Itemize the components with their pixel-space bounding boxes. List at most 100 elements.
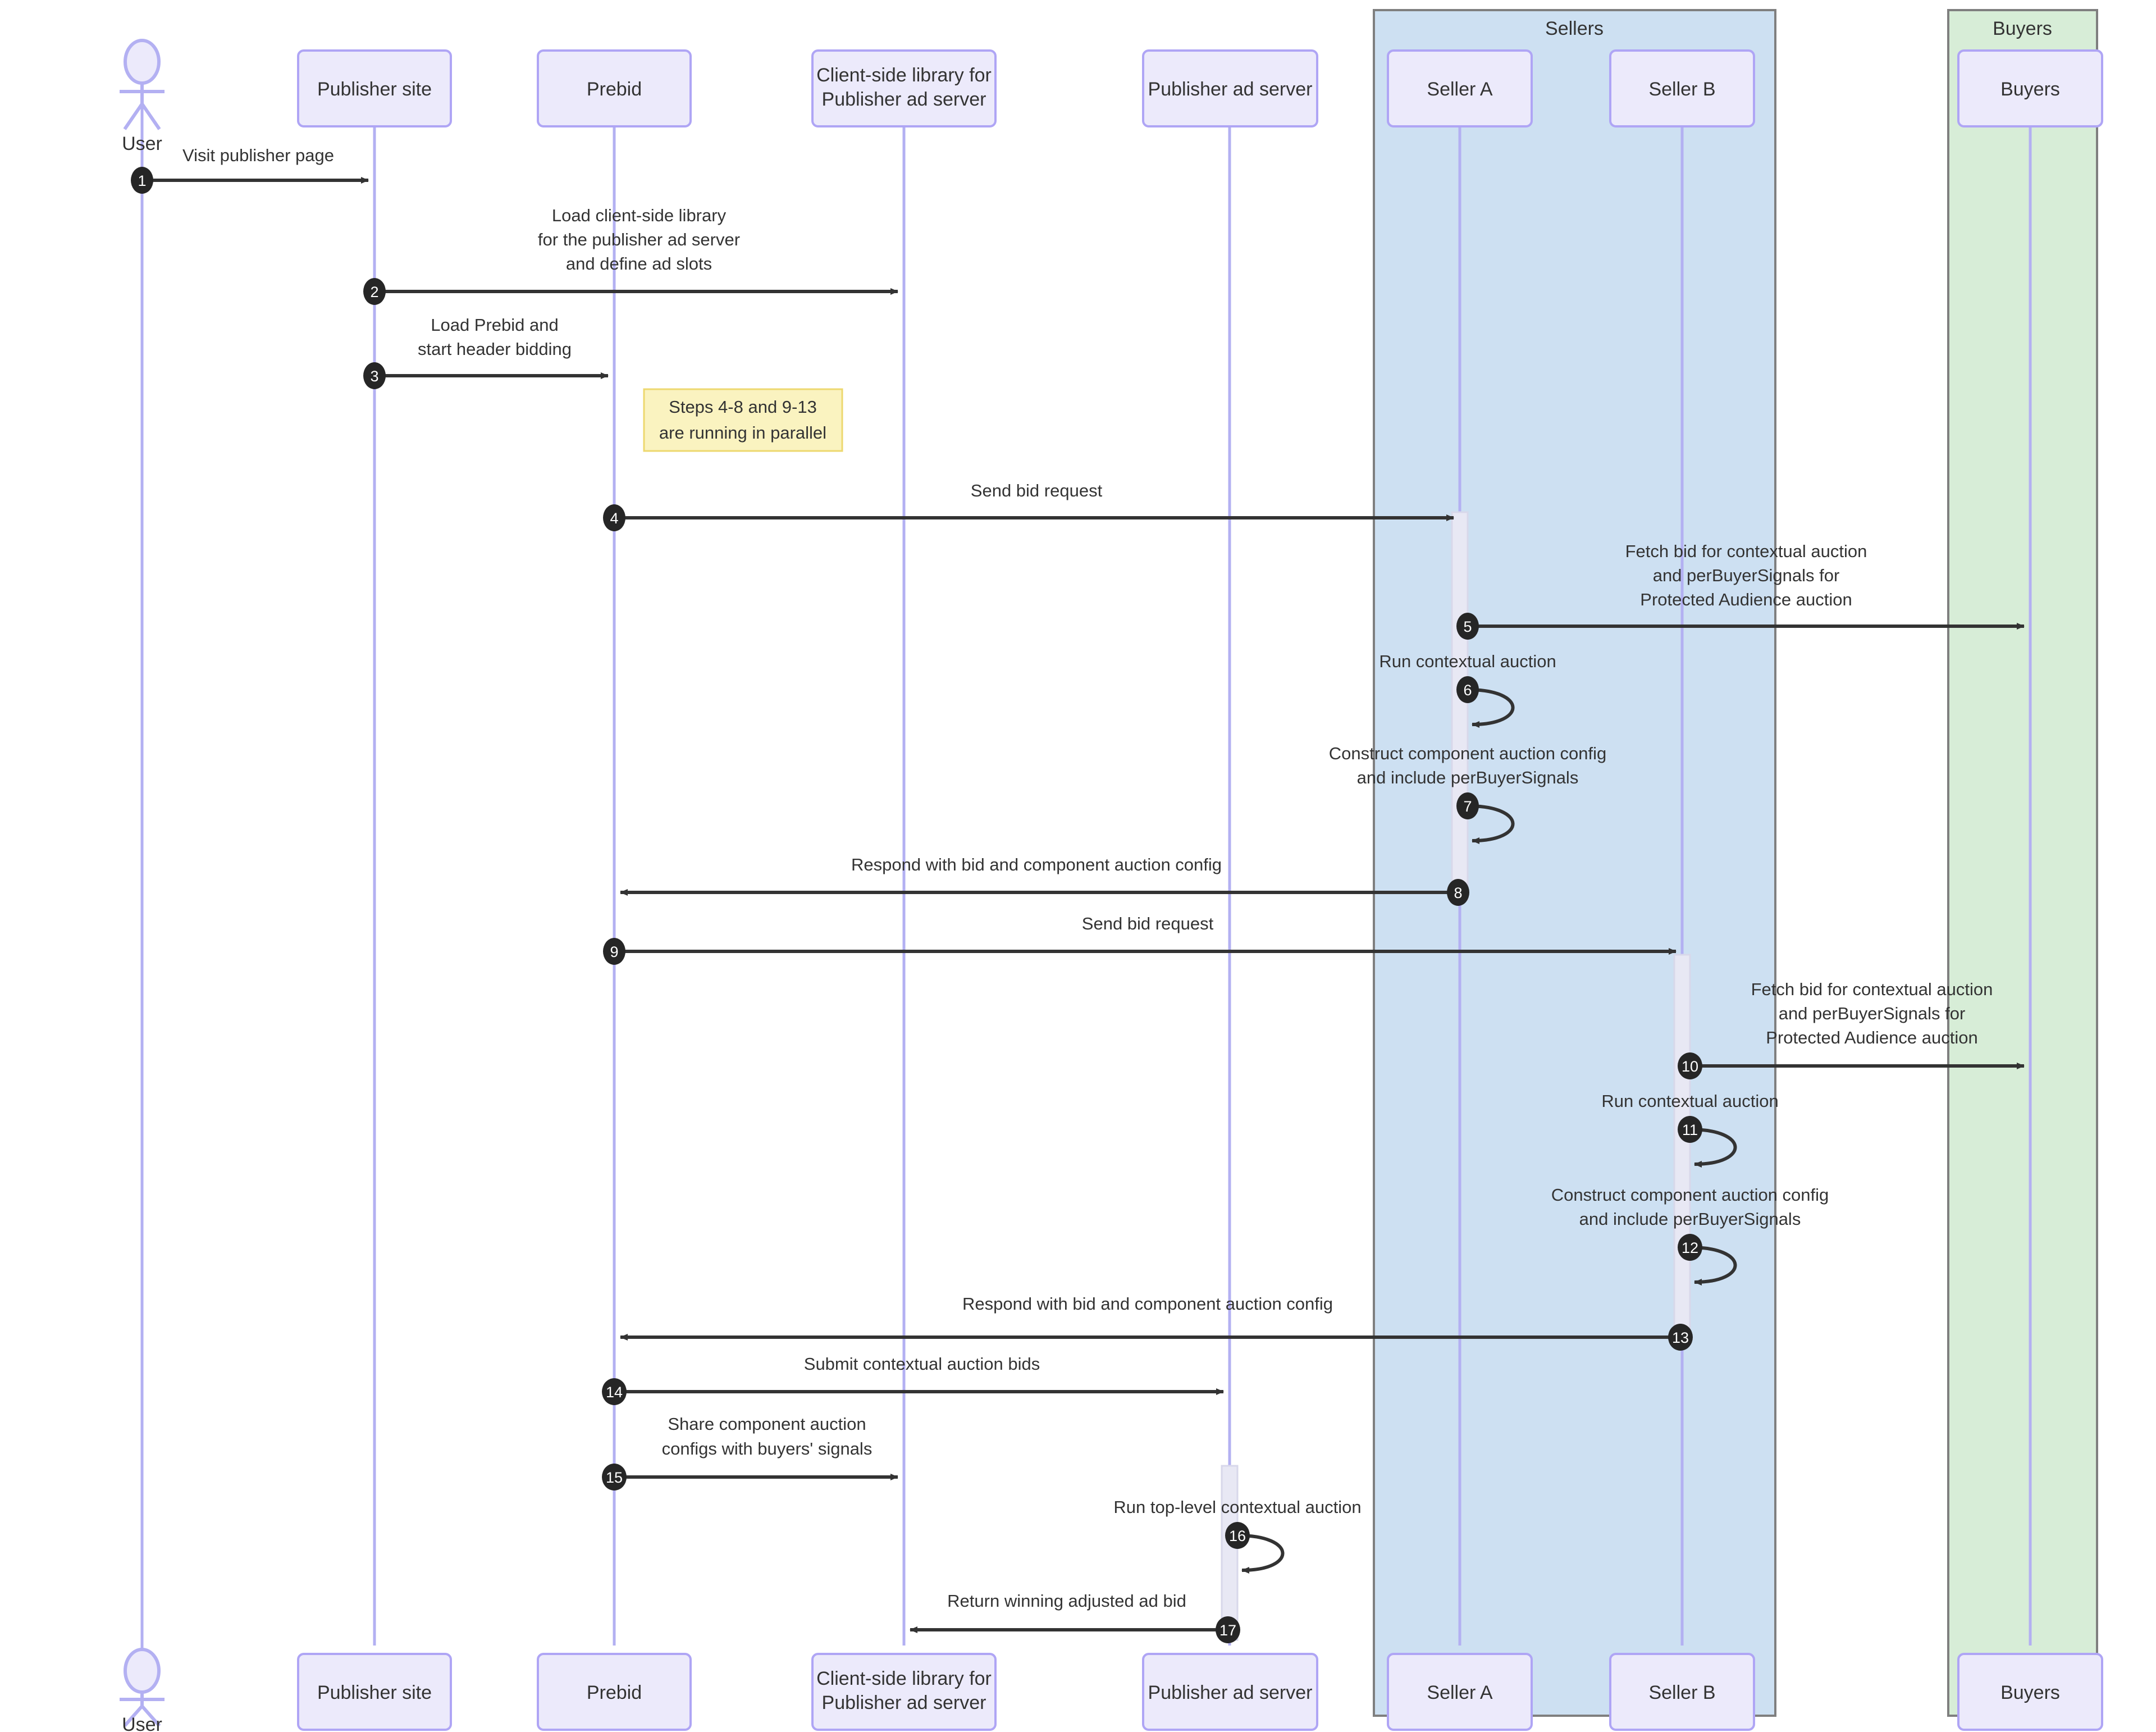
- participant-publisher-site-bottom-box[interactable]: [297, 1653, 452, 1731]
- actor-user-bottom: User: [120, 1648, 165, 1732]
- message-13-badge: [1668, 1324, 1693, 1351]
- participant-prebid-bottom-label: Prebid: [587, 1682, 642, 1703]
- message-17-badge: [1216, 1616, 1240, 1643]
- message-1-label: Visit publisher page: [182, 145, 334, 165]
- message-2-badge: [363, 278, 386, 305]
- participant-prebid-top[interactable]: Prebid: [537, 49, 692, 127]
- participant-seller-a-bottom[interactable]: Seller A: [1387, 1653, 1533, 1731]
- activation-seller-b: [1673, 954, 1691, 1343]
- participant-seller-b-bottom-box[interactable]: [1609, 1653, 1755, 1731]
- message-6-number: 6: [1463, 682, 1472, 699]
- message-7-badge: [1456, 792, 1479, 819]
- message-11-arrow: [1689, 1128, 1737, 1168]
- actor-user-top: User: [120, 39, 165, 154]
- participant-publisher-site-top[interactable]: Publisher site: [297, 49, 452, 127]
- participant-seller-b-bottom-label: Seller B: [1648, 1682, 1715, 1703]
- note-parallel-steps-box: [643, 388, 843, 452]
- message-6-arrow: [1467, 688, 1515, 728]
- message-9-number: 9: [610, 944, 618, 960]
- message-14-label: Submit contextual auction bids: [804, 1354, 1040, 1374]
- group-sellers: Sellers: [1373, 9, 1776, 1717]
- message-8-badge: [1447, 879, 1469, 906]
- actor-user-top-label: User: [122, 133, 162, 154]
- message-7-number: 7: [1463, 798, 1472, 815]
- participant-client-side-library-top[interactable]: Client-side library for Publisher ad ser…: [811, 49, 997, 127]
- message-2-label-line3: and define ad slots: [566, 254, 712, 274]
- participant-seller-b-top-box[interactable]: [1609, 49, 1755, 127]
- message-13-label: Respond with bid and component auction c…: [962, 1294, 1333, 1314]
- user-head-icon: [124, 39, 161, 85]
- participant-client-side-library-bottom[interactable]: Client-side library for Publisher ad ser…: [811, 1653, 997, 1731]
- participant-buyers-bottom[interactable]: Buyers: [1957, 1653, 2103, 1731]
- participant-seller-b-bottom[interactable]: Seller B: [1609, 1653, 1755, 1731]
- participant-client-side-library-top-label-line2: Publisher ad server: [822, 89, 986, 110]
- participant-publisher-site-top-box[interactable]: [297, 49, 452, 127]
- message-10-label-line2: and perBuyerSignals for: [1779, 1004, 1966, 1023]
- note-parallel-steps: Steps 4-8 and 9-13 are running in parall…: [643, 388, 843, 452]
- message-6-label: Run contextual auction: [1379, 651, 1556, 671]
- participant-seller-a-top-box[interactable]: [1387, 49, 1533, 127]
- message-17-number: 17: [1219, 1622, 1236, 1639]
- message-8-label: Respond with bid and component auction c…: [851, 855, 1222, 874]
- message-5-badge: [1456, 613, 1479, 640]
- message-14-badge: [602, 1378, 627, 1405]
- participant-seller-b-top[interactable]: Seller B: [1609, 49, 1755, 127]
- participant-publisher-ad-server-bottom-label: Publisher ad server: [1148, 1682, 1313, 1703]
- participant-prebid-bottom-box[interactable]: [537, 1653, 692, 1731]
- participant-prebid-bottom[interactable]: Prebid: [537, 1653, 692, 1731]
- activation-bars: [1221, 511, 1691, 1641]
- message-16: Run top-level contextual auction 16: [1113, 1497, 1362, 1574]
- note-parallel-steps-line1: Steps 4-8 and 9-13: [669, 397, 817, 417]
- message-12-arrow: [1689, 1246, 1737, 1286]
- message-17: Return winning adjusted ad bid 17: [910, 1591, 1240, 1643]
- message-5: Fetch bid for contextual auction and per…: [1456, 541, 2025, 640]
- participant-buyers-top-box[interactable]: [1957, 49, 2103, 127]
- participant-client-side-library-bottom-box[interactable]: [811, 1653, 997, 1731]
- message-10-number: 10: [1682, 1058, 1698, 1075]
- participant-publisher-site-top-label: Publisher site: [317, 79, 432, 100]
- message-5-label-line2: and perBuyerSignals for: [1653, 566, 1840, 585]
- message-2: Load client-side library for the publish…: [363, 206, 898, 305]
- message-3-label-line1: Load Prebid and: [431, 315, 559, 335]
- message-14: Submit contextual auction bids 14: [602, 1354, 1224, 1405]
- message-11: Run contextual auction 11: [1601, 1091, 1779, 1168]
- message-2-label-line2: for the publisher ad server: [538, 230, 740, 249]
- participant-client-side-library-bottom-label-line2: Publisher ad server: [822, 1692, 986, 1713]
- group-buyers-label: Buyers: [1993, 18, 2052, 39]
- participant-publisher-ad-server-top[interactable]: Publisher ad server: [1142, 49, 1318, 127]
- participant-seller-a-top-label: Seller A: [1427, 79, 1492, 100]
- message-12-label-line1: Construct component auction config: [1551, 1185, 1829, 1205]
- message-10-badge: [1678, 1052, 1702, 1079]
- message-15: Share component auction configs with buy…: [602, 1414, 898, 1491]
- message-10: Fetch bid for contextual auction and per…: [1678, 979, 2025, 1079]
- message-2-label-line1: Load client-side library: [552, 206, 727, 225]
- message-6: Run contextual auction 6: [1379, 651, 1556, 728]
- message-12: Construct component auction config and i…: [1551, 1185, 1829, 1286]
- participant-buyers-top[interactable]: Buyers: [1957, 49, 2103, 127]
- message-7-label-line2: and include perBuyerSignals: [1357, 768, 1579, 787]
- participant-publisher-ad-server-top-box[interactable]: [1142, 49, 1318, 127]
- message-15-label-line2: configs with buyers' signals: [662, 1439, 873, 1458]
- participant-client-side-library-top-label-line1: Client-side library for: [816, 65, 992, 86]
- message-8: Respond with bid and component auction c…: [620, 855, 1469, 906]
- participant-seller-a-bottom-box[interactable]: [1387, 1653, 1533, 1731]
- participant-buyers-bottom-box[interactable]: [1957, 1653, 2103, 1731]
- message-3-number: 3: [370, 368, 378, 385]
- participant-client-side-library-top-box[interactable]: [811, 49, 997, 127]
- message-5-label-line3: Protected Audience auction: [1640, 590, 1852, 609]
- participant-publisher-site-bottom[interactable]: Publisher site: [297, 1653, 452, 1731]
- message-13: Respond with bid and component auction c…: [620, 1294, 1693, 1351]
- message-15-label-line1: Share component auction: [668, 1414, 866, 1434]
- message-2-number: 2: [370, 284, 378, 300]
- message-10-label-line3: Protected Audience auction: [1766, 1028, 1977, 1047]
- participant-seller-a-top[interactable]: Seller A: [1387, 49, 1533, 127]
- participant-seller-a-bottom-label: Seller A: [1427, 1682, 1492, 1703]
- participant-prebid-top-box[interactable]: [537, 49, 692, 127]
- message-9: Send bid request 9: [603, 914, 1677, 965]
- participant-publisher-ad-server-bottom[interactable]: Publisher ad server: [1142, 1653, 1318, 1731]
- participant-publisher-ad-server-bottom-box[interactable]: [1142, 1653, 1318, 1731]
- participant-client-side-library-bottom-label-line1: Client-side library for: [816, 1668, 992, 1689]
- message-11-number: 11: [1682, 1122, 1698, 1138]
- message-4-label: Send bid request: [971, 481, 1103, 500]
